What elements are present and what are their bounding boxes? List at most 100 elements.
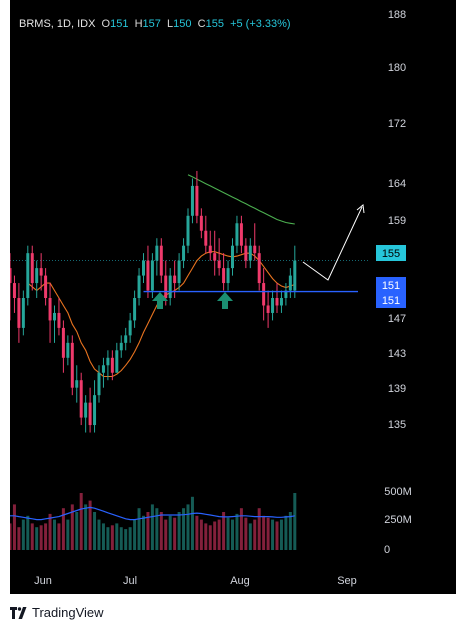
volume-bar — [146, 512, 150, 550]
candle — [168, 268, 172, 306]
candle-body — [97, 372, 101, 396]
candle — [70, 335, 74, 396]
price-tick-label: 188 — [388, 9, 406, 21]
candle — [213, 230, 217, 276]
candle-body — [53, 312, 56, 321]
price-tick-label: 180 — [388, 62, 406, 74]
volume-bar — [186, 504, 190, 550]
low-value: 150 — [173, 18, 192, 30]
volume-bar — [231, 519, 234, 550]
volume-bar — [288, 512, 292, 550]
time-tick-label: Aug — [230, 575, 250, 587]
ohlc-legend: BRMS, 1D, IDX O151 H157 L150 C155 +5 (+3… — [19, 18, 291, 30]
support-level-badge — [376, 277, 406, 308]
candle — [84, 395, 88, 433]
volume-bar — [97, 519, 101, 550]
candle-body — [271, 298, 275, 313]
candle — [97, 365, 101, 403]
candle — [142, 253, 145, 284]
candle-body — [124, 335, 128, 343]
candle-body — [235, 223, 239, 246]
volume-bar — [239, 508, 243, 550]
candle — [195, 170, 199, 224]
volume-bar — [199, 519, 203, 550]
candle — [235, 215, 239, 254]
volume-bar — [17, 527, 21, 550]
symbol-label: BRMS, 1D, IDX — [19, 18, 96, 30]
volume-bar — [93, 512, 97, 550]
candles-layer — [10, 170, 297, 433]
candle-body — [164, 275, 168, 298]
open-label: O — [101, 18, 111, 30]
candle — [173, 260, 177, 298]
candle-body — [195, 185, 199, 216]
candle — [128, 312, 132, 343]
candle-body — [204, 230, 208, 246]
candle — [66, 335, 70, 366]
volume-bar — [137, 508, 141, 550]
volume-bar — [119, 527, 123, 550]
volume-bar — [284, 515, 288, 550]
candle — [30, 245, 34, 291]
candlestick-chart[interactable]: 188 180 172 164 159 147 143 139 135 155 151 151 500M… — [10, 0, 456, 594]
candle-body — [159, 245, 163, 276]
candle-body — [199, 215, 203, 231]
candle-body — [35, 268, 39, 284]
volume-bar — [222, 512, 226, 550]
volume-bar — [106, 527, 110, 550]
candle-body — [262, 283, 266, 306]
time-tick-label: Sep — [337, 575, 357, 587]
volume-bar — [84, 504, 88, 550]
candle — [124, 327, 128, 351]
up-arrow-icon — [217, 292, 233, 309]
candle-body — [226, 268, 230, 284]
volume-bar — [244, 517, 248, 550]
candle-body — [279, 298, 283, 306]
candle-body — [150, 260, 154, 291]
price-tick-label: 147 — [388, 313, 406, 325]
volume-bar — [124, 529, 128, 550]
candle-body — [115, 350, 119, 373]
price-tick-label: 159 — [388, 215, 406, 227]
candle-body — [137, 275, 141, 298]
time-tick-label: Jun — [34, 575, 52, 587]
candle — [57, 298, 61, 336]
candle — [217, 238, 221, 276]
candle-body — [177, 260, 181, 284]
volume-bar — [88, 500, 92, 550]
candle — [150, 253, 154, 298]
volume-bar — [204, 523, 208, 550]
volume-bar — [30, 523, 34, 550]
volume-bar — [10, 523, 12, 550]
high-value: 157 — [142, 18, 161, 30]
volume-bar — [128, 527, 132, 550]
candle — [110, 350, 114, 381]
volume-bar — [115, 523, 119, 550]
candle-body — [128, 320, 132, 336]
candle-body — [12, 283, 16, 298]
candle — [275, 283, 279, 313]
candle — [288, 268, 292, 298]
volume-tick-label: 500M — [384, 486, 412, 498]
volume-bar — [61, 508, 65, 550]
candle-body — [30, 253, 34, 284]
brand-name: TradingView — [32, 605, 104, 620]
candle-body — [17, 298, 21, 328]
candle — [137, 268, 141, 306]
candle — [266, 290, 270, 328]
tradingview-brand[interactable]: TradingView — [10, 605, 104, 620]
candle — [199, 208, 203, 239]
volume-bar — [164, 519, 168, 550]
candle — [26, 245, 30, 306]
price-tick-label: 164 — [388, 178, 406, 190]
volume-bar — [271, 519, 275, 550]
volume-bar — [133, 519, 137, 550]
candle-body — [26, 253, 30, 298]
volume-bar — [70, 504, 74, 550]
volume-bar — [275, 521, 279, 550]
candle-body — [10, 268, 12, 284]
candle-body — [106, 357, 110, 366]
chart-frame: 188 180 172 164 159 147 143 139 135 155 151 151 500M… — [10, 0, 456, 594]
candle — [279, 290, 283, 313]
axis-layer: 188 180 172 164 159 147 143 139 135 155 151 151 500M… — [34, 9, 412, 587]
